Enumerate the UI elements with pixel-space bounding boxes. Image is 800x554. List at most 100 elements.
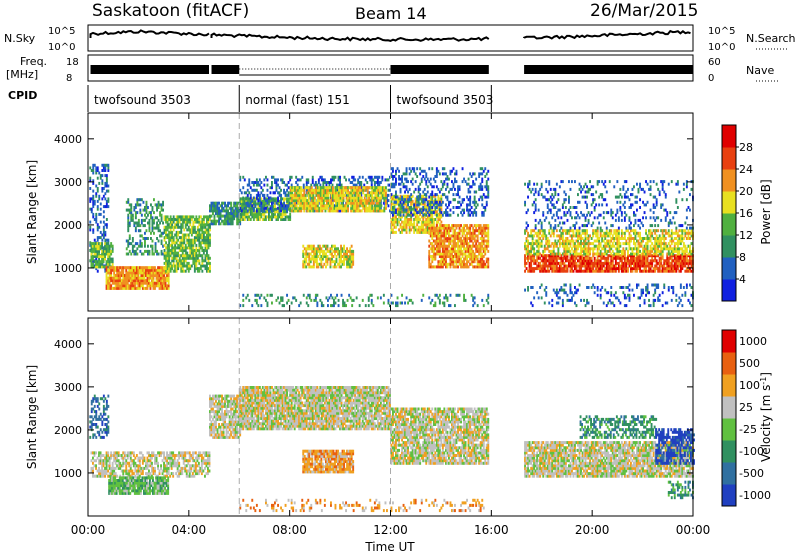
heatmap-cell xyxy=(202,264,205,268)
heatmap-cell xyxy=(571,254,573,258)
heatmap-cell xyxy=(374,188,377,192)
heatmap-cell xyxy=(231,209,234,213)
heatmap-cell xyxy=(284,197,287,201)
heatmap-cell xyxy=(467,231,470,235)
heatmap-cell xyxy=(443,257,446,261)
heatmap-cell xyxy=(216,212,219,215)
heatmap-cell xyxy=(206,238,208,242)
heatmap-cell xyxy=(343,175,346,179)
heatmap-cell xyxy=(469,249,472,253)
heatmap-cell xyxy=(114,274,117,277)
heatmap-cell xyxy=(105,179,108,183)
heatmap-cell xyxy=(413,207,416,211)
heatmap-cell xyxy=(425,218,428,221)
heatmap-cell xyxy=(652,259,655,263)
heatmap-cell xyxy=(145,237,148,240)
heatmap-cell xyxy=(315,209,318,213)
heatmap-cell xyxy=(438,205,441,209)
heatmap-cell xyxy=(452,229,455,233)
heatmap-cell xyxy=(578,264,581,268)
heatmap-cell xyxy=(131,239,134,243)
heatmap-cell xyxy=(432,223,435,227)
heatmap-cell xyxy=(435,185,438,189)
heatmap-cell xyxy=(130,216,133,220)
heatmap-cell xyxy=(425,220,428,224)
heatmap-cell xyxy=(261,205,264,209)
heatmap-cell xyxy=(645,261,648,265)
heatmap-cell xyxy=(431,237,434,240)
heatmap-cell xyxy=(478,185,481,189)
heatmap-cell xyxy=(365,199,368,203)
heatmap-cell xyxy=(441,224,444,228)
heatmap-cell xyxy=(375,199,378,203)
heatmap-cell xyxy=(419,195,422,199)
heatmap-cell xyxy=(596,259,599,263)
heatmap-cell xyxy=(186,233,189,237)
cpid-strip: CPID twofsound 3503 normal (fast) 151 twof… xyxy=(8,85,493,112)
heatmap-cell xyxy=(163,228,166,232)
heatmap-cell xyxy=(163,276,166,280)
heatmap-cell xyxy=(428,220,431,224)
heatmap-cell xyxy=(315,262,318,266)
heatmap-cell xyxy=(335,199,337,203)
heatmap-cell xyxy=(332,196,334,200)
heatmap-cell xyxy=(324,188,327,192)
heatmap-cell xyxy=(463,257,466,261)
heatmap-cell xyxy=(213,222,216,226)
heatmap-cell xyxy=(105,286,108,290)
heatmap-cell xyxy=(113,274,116,277)
heatmap-cell xyxy=(440,211,443,215)
heatmap-cell xyxy=(639,269,642,273)
heatmap-cell xyxy=(113,268,116,272)
heatmap-cell xyxy=(289,199,292,203)
heatmap-cell xyxy=(448,234,450,238)
freq-bar xyxy=(211,65,240,74)
heatmap-cell xyxy=(481,187,484,191)
heatmap-cell xyxy=(131,218,134,222)
heatmap-cell xyxy=(153,252,155,256)
heatmap-cell xyxy=(610,259,613,263)
heatmap-cell xyxy=(120,284,123,288)
heatmap-cell xyxy=(590,269,593,273)
heatmap-cell xyxy=(458,257,461,261)
heatmap-cell xyxy=(390,202,393,206)
heatmap-cell xyxy=(157,229,160,233)
heatmap-cell xyxy=(158,268,161,272)
heatmap-cell xyxy=(340,249,343,253)
heatmap-cell xyxy=(183,236,186,240)
heatmap-cell xyxy=(157,224,160,228)
heatmap-cell xyxy=(99,260,102,264)
heatmap-cell xyxy=(619,259,622,263)
heatmap-cell xyxy=(396,220,399,224)
heatmap-cell xyxy=(228,219,231,223)
heatmap-cell xyxy=(472,237,475,240)
heatmap-cell xyxy=(345,188,348,192)
heatmap-cell xyxy=(163,271,166,275)
heatmap-cell xyxy=(141,274,144,277)
heatmap-cell xyxy=(95,184,98,188)
heatmap-cell xyxy=(372,188,375,192)
heatmap-cell xyxy=(451,252,453,256)
heatmap-cell xyxy=(335,209,337,213)
heatmap-cell xyxy=(315,188,318,192)
heatmap-cell xyxy=(234,206,237,210)
heatmap-cell xyxy=(177,267,180,271)
heatmap-cell xyxy=(663,261,666,265)
heatmap-cell xyxy=(201,256,204,260)
heatmap-cell xyxy=(445,252,447,256)
heatmap-cell xyxy=(98,260,101,264)
heatmap-cell xyxy=(269,215,272,219)
heatmap-cell xyxy=(89,187,92,190)
heatmap-cell xyxy=(207,220,210,224)
heatmap-cell xyxy=(566,264,569,268)
nsky-label: N.Sky xyxy=(4,32,36,45)
heatmap-cell xyxy=(399,200,402,204)
heatmap-cell xyxy=(117,268,120,272)
heatmap-cell xyxy=(660,254,663,258)
heatmap-cell xyxy=(309,265,312,269)
heatmap-cell xyxy=(287,204,290,208)
heatmap-cell xyxy=(651,259,654,263)
heatmap-cell xyxy=(432,239,435,243)
heatmap-cell xyxy=(240,215,243,219)
heatmap-cell xyxy=(339,196,342,200)
